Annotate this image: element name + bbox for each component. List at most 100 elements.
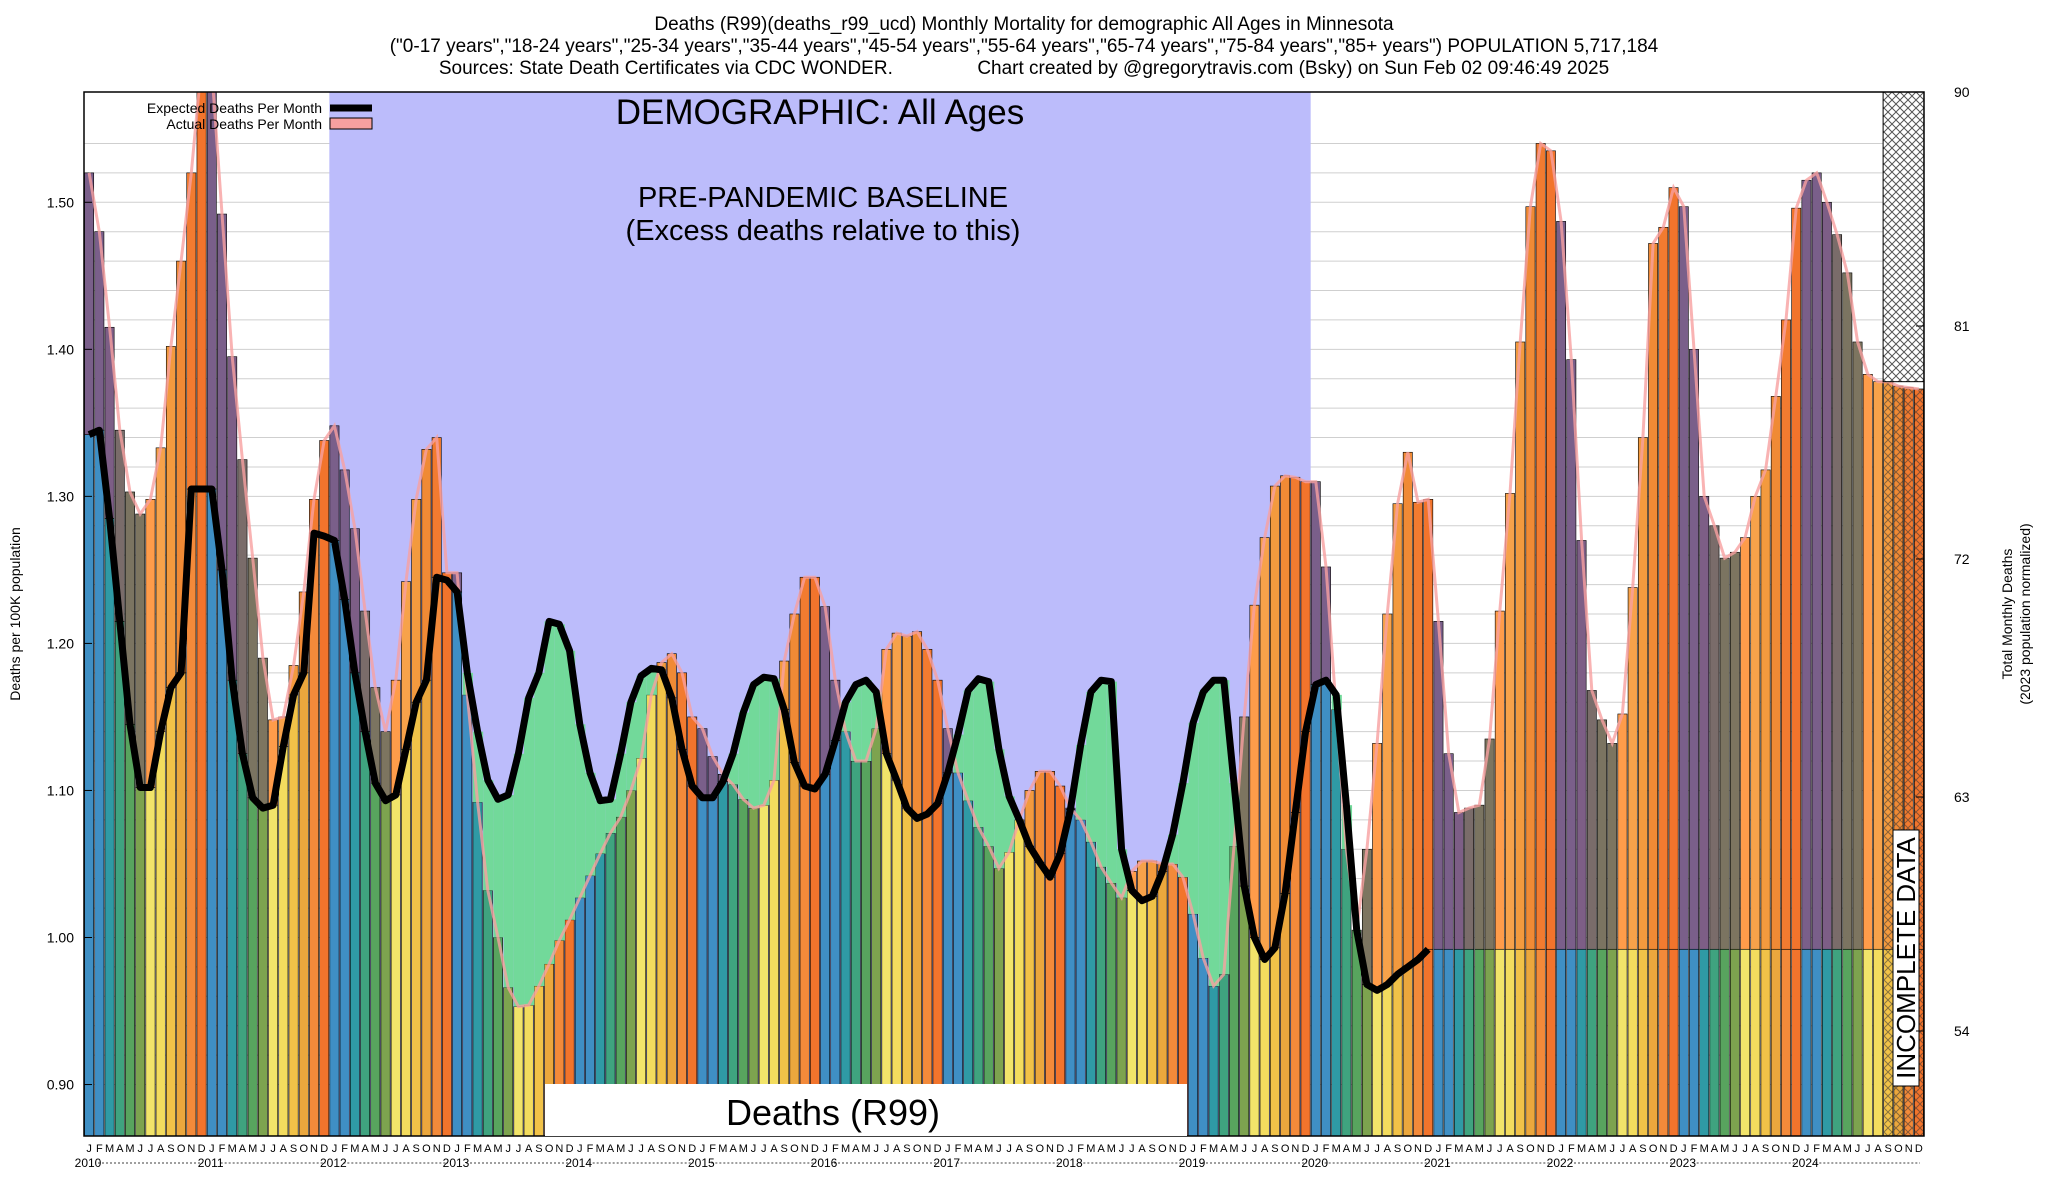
x-month-label: A — [361, 1143, 369, 1155]
bar-month — [1678, 948, 1689, 1136]
deficit-fill — [524, 697, 535, 1006]
bar-month — [850, 760, 861, 1136]
bar-excess — [1873, 381, 1883, 950]
deficit-fill — [483, 780, 494, 891]
bar-excess — [1597, 719, 1607, 950]
x-month-label: O — [790, 1143, 799, 1155]
x-month-label: D — [320, 1143, 328, 1155]
incomplete-data-label: INCOMPLETE DATA — [1891, 836, 1921, 1078]
bar-month — [370, 782, 381, 1136]
bar-month — [206, 488, 217, 1136]
bar-month — [1668, 948, 1679, 1136]
bar-month — [1310, 684, 1321, 1136]
x-month-label: M — [1209, 1143, 1218, 1155]
bar-month — [1188, 913, 1199, 1136]
bar-excess — [186, 172, 197, 490]
bar-month — [1607, 948, 1618, 1136]
bar-month — [728, 784, 739, 1136]
bar-excess — [1392, 503, 1403, 975]
x-month-label: J — [1804, 1143, 1810, 1155]
deficit-fill — [605, 799, 617, 834]
bar-month — [1505, 948, 1515, 1136]
bar-excess — [1689, 349, 1699, 950]
x-year-label: 2017 — [933, 1156, 960, 1170]
x-month-label: A — [1629, 1143, 1637, 1155]
chart-sources: Sources: State Death Certificates via CD… — [438, 58, 1610, 79]
bar-excess — [799, 576, 810, 787]
x-month-label: S — [1026, 1143, 1033, 1155]
bar-month — [656, 669, 667, 1136]
bar-month — [84, 434, 95, 1136]
bar-month — [1791, 948, 1802, 1136]
deficit-fill — [1086, 691, 1097, 842]
bar-month — [1218, 973, 1229, 1136]
bar-excess — [1269, 485, 1280, 949]
bar-month — [1719, 948, 1730, 1136]
bar-month — [1423, 948, 1434, 1136]
x-month-label: J — [1006, 1143, 1012, 1155]
x-month-label: J — [260, 1143, 266, 1155]
y2-tick-label: 72 — [1954, 551, 1970, 567]
bar-month — [1341, 848, 1352, 1136]
x-month-label: J — [1252, 1143, 1258, 1155]
bar-month — [1494, 948, 1505, 1136]
bar-month — [1740, 948, 1751, 1136]
bar-month — [1689, 948, 1699, 1136]
bar-month — [891, 779, 902, 1136]
demographic-annotation: DEMOGRAPHIC: All Ages — [616, 93, 1024, 132]
x-month-label: F — [1323, 1143, 1330, 1155]
bar-month — [1760, 948, 1771, 1136]
bar-excess — [1535, 143, 1546, 950]
deficit-fill — [759, 677, 770, 806]
deficit-fill — [585, 772, 596, 876]
x-month-label: D — [934, 1143, 942, 1155]
x-month-label: A — [893, 1143, 901, 1155]
x-month-label: O — [177, 1143, 186, 1155]
x-year-label: 2013 — [443, 1156, 470, 1170]
bar-month — [820, 773, 831, 1136]
deficit-fill — [1188, 722, 1199, 914]
baseline-annotation-note: (Excess deaths relative to this) — [626, 215, 1021, 247]
x-month-label: J — [1241, 1143, 1247, 1155]
x-month-label: M — [1352, 1143, 1361, 1155]
bar-excess — [1862, 374, 1873, 950]
x-month-label: M — [616, 1143, 625, 1155]
x-month-label: O — [667, 1143, 676, 1155]
x-month-label: J — [1855, 1143, 1861, 1155]
bar-excess — [1453, 812, 1464, 950]
bar-month — [1392, 973, 1403, 1136]
bar-month — [411, 701, 422, 1136]
deficit-fill — [963, 690, 974, 801]
bar-month — [789, 762, 800, 1136]
bar-month — [176, 672, 187, 1136]
x-month-label: J — [270, 1143, 276, 1155]
bar-month — [227, 679, 238, 1136]
bar-excess — [1586, 690, 1597, 950]
deficit-fill — [1178, 783, 1189, 878]
x-month-label: M — [739, 1143, 748, 1155]
expected-deaths-line — [87, 426, 1431, 994]
x-month-label: S — [413, 1143, 420, 1155]
x-month-label: M — [984, 1143, 993, 1155]
x-month-label: D — [811, 1143, 819, 1155]
x-month-label: F — [219, 1143, 226, 1155]
x-month-label: J — [700, 1143, 706, 1155]
x-month-label: M — [1843, 1143, 1852, 1155]
bar-excess — [1832, 234, 1843, 950]
bar-month — [1811, 948, 1822, 1136]
bar-month — [441, 579, 452, 1136]
x-month-label: O — [1158, 1143, 1167, 1155]
x-month-label: M — [1597, 1143, 1606, 1155]
bar-month — [1648, 948, 1659, 1136]
x-month-label: D — [1670, 1143, 1678, 1155]
chart-title-block: Deaths (R99)(deaths_r99_ucd) Monthly Mor… — [0, 14, 2048, 80]
y-tick-label: 1.20 — [47, 635, 74, 651]
bar-excess — [1402, 451, 1413, 968]
x-month-label: M — [493, 1143, 502, 1155]
x-year-label: 2011 — [198, 1156, 224, 1170]
deficit-fill — [984, 681, 995, 847]
x-month-label: A — [484, 1143, 492, 1155]
bar-month — [1443, 948, 1454, 1136]
bar-month — [1617, 948, 1628, 1136]
x-month-label: M — [228, 1143, 237, 1155]
